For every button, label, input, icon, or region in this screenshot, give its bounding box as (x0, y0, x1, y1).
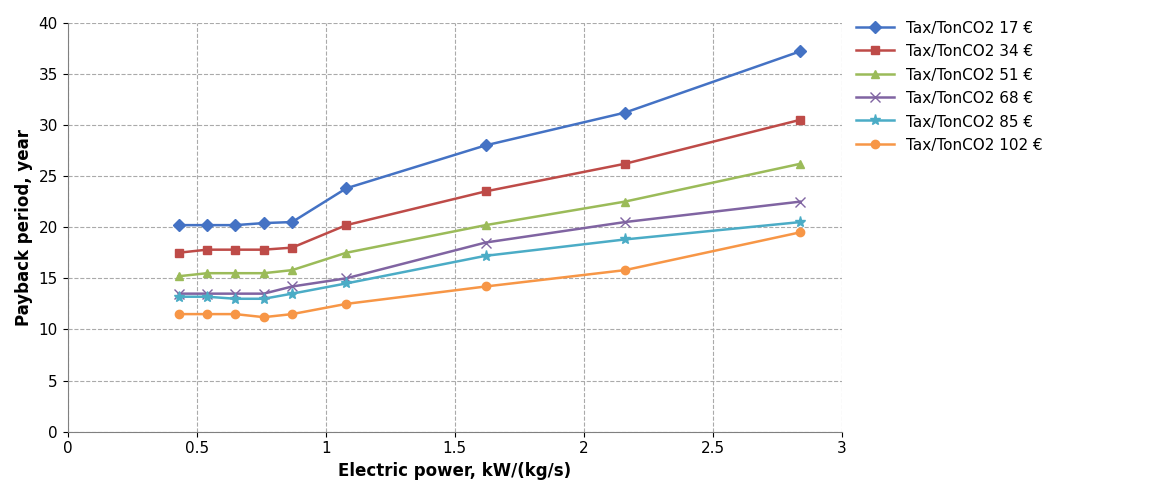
Tax/TonCO2 102 € (478, 284, 492, 290)
Tax/TonCO2 17 € (793, 49, 807, 54)
Tax/TonCO2 34 € (228, 247, 242, 252)
Tax/TonCO2 17 € (201, 222, 214, 228)
Tax/TonCO2 68 € (172, 291, 186, 297)
Tax/TonCO2 34 € (339, 222, 353, 228)
Line: Tax/TonCO2 85 €: Tax/TonCO2 85 € (173, 216, 806, 304)
Tax/TonCO2 68 € (339, 275, 353, 281)
Tax/TonCO2 34 € (172, 250, 186, 256)
Tax/TonCO2 17 € (339, 185, 353, 191)
Tax/TonCO2 85 € (793, 219, 807, 225)
Tax/TonCO2 17 € (285, 219, 299, 225)
Tax/TonCO2 68 € (228, 291, 242, 297)
Line: Tax/TonCO2 17 €: Tax/TonCO2 17 € (174, 47, 805, 229)
Tax/TonCO2 102 € (793, 229, 807, 235)
Tax/TonCO2 68 € (201, 291, 214, 297)
Y-axis label: Payback period, year: Payback period, year (15, 129, 33, 326)
Tax/TonCO2 17 € (618, 110, 632, 116)
Tax/TonCO2 102 € (201, 311, 214, 317)
Tax/TonCO2 68 € (257, 291, 271, 297)
Tax/TonCO2 85 € (228, 296, 242, 302)
Tax/TonCO2 51 € (478, 222, 492, 228)
Tax/TonCO2 68 € (618, 219, 632, 225)
Tax/TonCO2 17 € (478, 143, 492, 148)
Line: Tax/TonCO2 102 €: Tax/TonCO2 102 € (174, 228, 805, 321)
Tax/TonCO2 102 € (339, 301, 353, 307)
X-axis label: Electric power, kW/(kg/s): Electric power, kW/(kg/s) (338, 462, 571, 480)
Tax/TonCO2 34 € (257, 247, 271, 252)
Tax/TonCO2 51 € (201, 270, 214, 276)
Tax/TonCO2 68 € (793, 198, 807, 204)
Tax/TonCO2 34 € (478, 189, 492, 195)
Tax/TonCO2 85 € (478, 253, 492, 259)
Tax/TonCO2 85 € (257, 296, 271, 302)
Legend: Tax/TonCO2 17 €, Tax/TonCO2 34 €, Tax/TonCO2 51 €, Tax/TonCO2 68 €, Tax/TonCO2 8: Tax/TonCO2 17 €, Tax/TonCO2 34 €, Tax/To… (850, 14, 1049, 159)
Tax/TonCO2 51 € (618, 198, 632, 204)
Tax/TonCO2 51 € (228, 270, 242, 276)
Tax/TonCO2 51 € (257, 270, 271, 276)
Tax/TonCO2 51 € (285, 267, 299, 273)
Tax/TonCO2 34 € (201, 247, 214, 252)
Tax/TonCO2 85 € (339, 281, 353, 287)
Tax/TonCO2 51 € (172, 273, 186, 279)
Tax/TonCO2 85 € (285, 291, 299, 297)
Tax/TonCO2 17 € (228, 222, 242, 228)
Tax/TonCO2 102 € (618, 267, 632, 273)
Line: Tax/TonCO2 51 €: Tax/TonCO2 51 € (174, 159, 805, 281)
Tax/TonCO2 51 € (793, 161, 807, 167)
Tax/TonCO2 102 € (228, 311, 242, 317)
Tax/TonCO2 51 € (339, 250, 353, 256)
Tax/TonCO2 85 € (201, 294, 214, 299)
Tax/TonCO2 17 € (172, 222, 186, 228)
Tax/TonCO2 102 € (257, 314, 271, 320)
Tax/TonCO2 34 € (793, 117, 807, 123)
Line: Tax/TonCO2 68 €: Tax/TonCO2 68 € (174, 197, 805, 298)
Tax/TonCO2 85 € (172, 294, 186, 299)
Tax/TonCO2 17 € (257, 220, 271, 226)
Tax/TonCO2 102 € (285, 311, 299, 317)
Line: Tax/TonCO2 34 €: Tax/TonCO2 34 € (174, 116, 805, 257)
Tax/TonCO2 85 € (618, 237, 632, 243)
Tax/TonCO2 68 € (478, 240, 492, 246)
Tax/TonCO2 102 € (172, 311, 186, 317)
Tax/TonCO2 34 € (285, 245, 299, 250)
Tax/TonCO2 34 € (618, 161, 632, 167)
Tax/TonCO2 68 € (285, 284, 299, 290)
